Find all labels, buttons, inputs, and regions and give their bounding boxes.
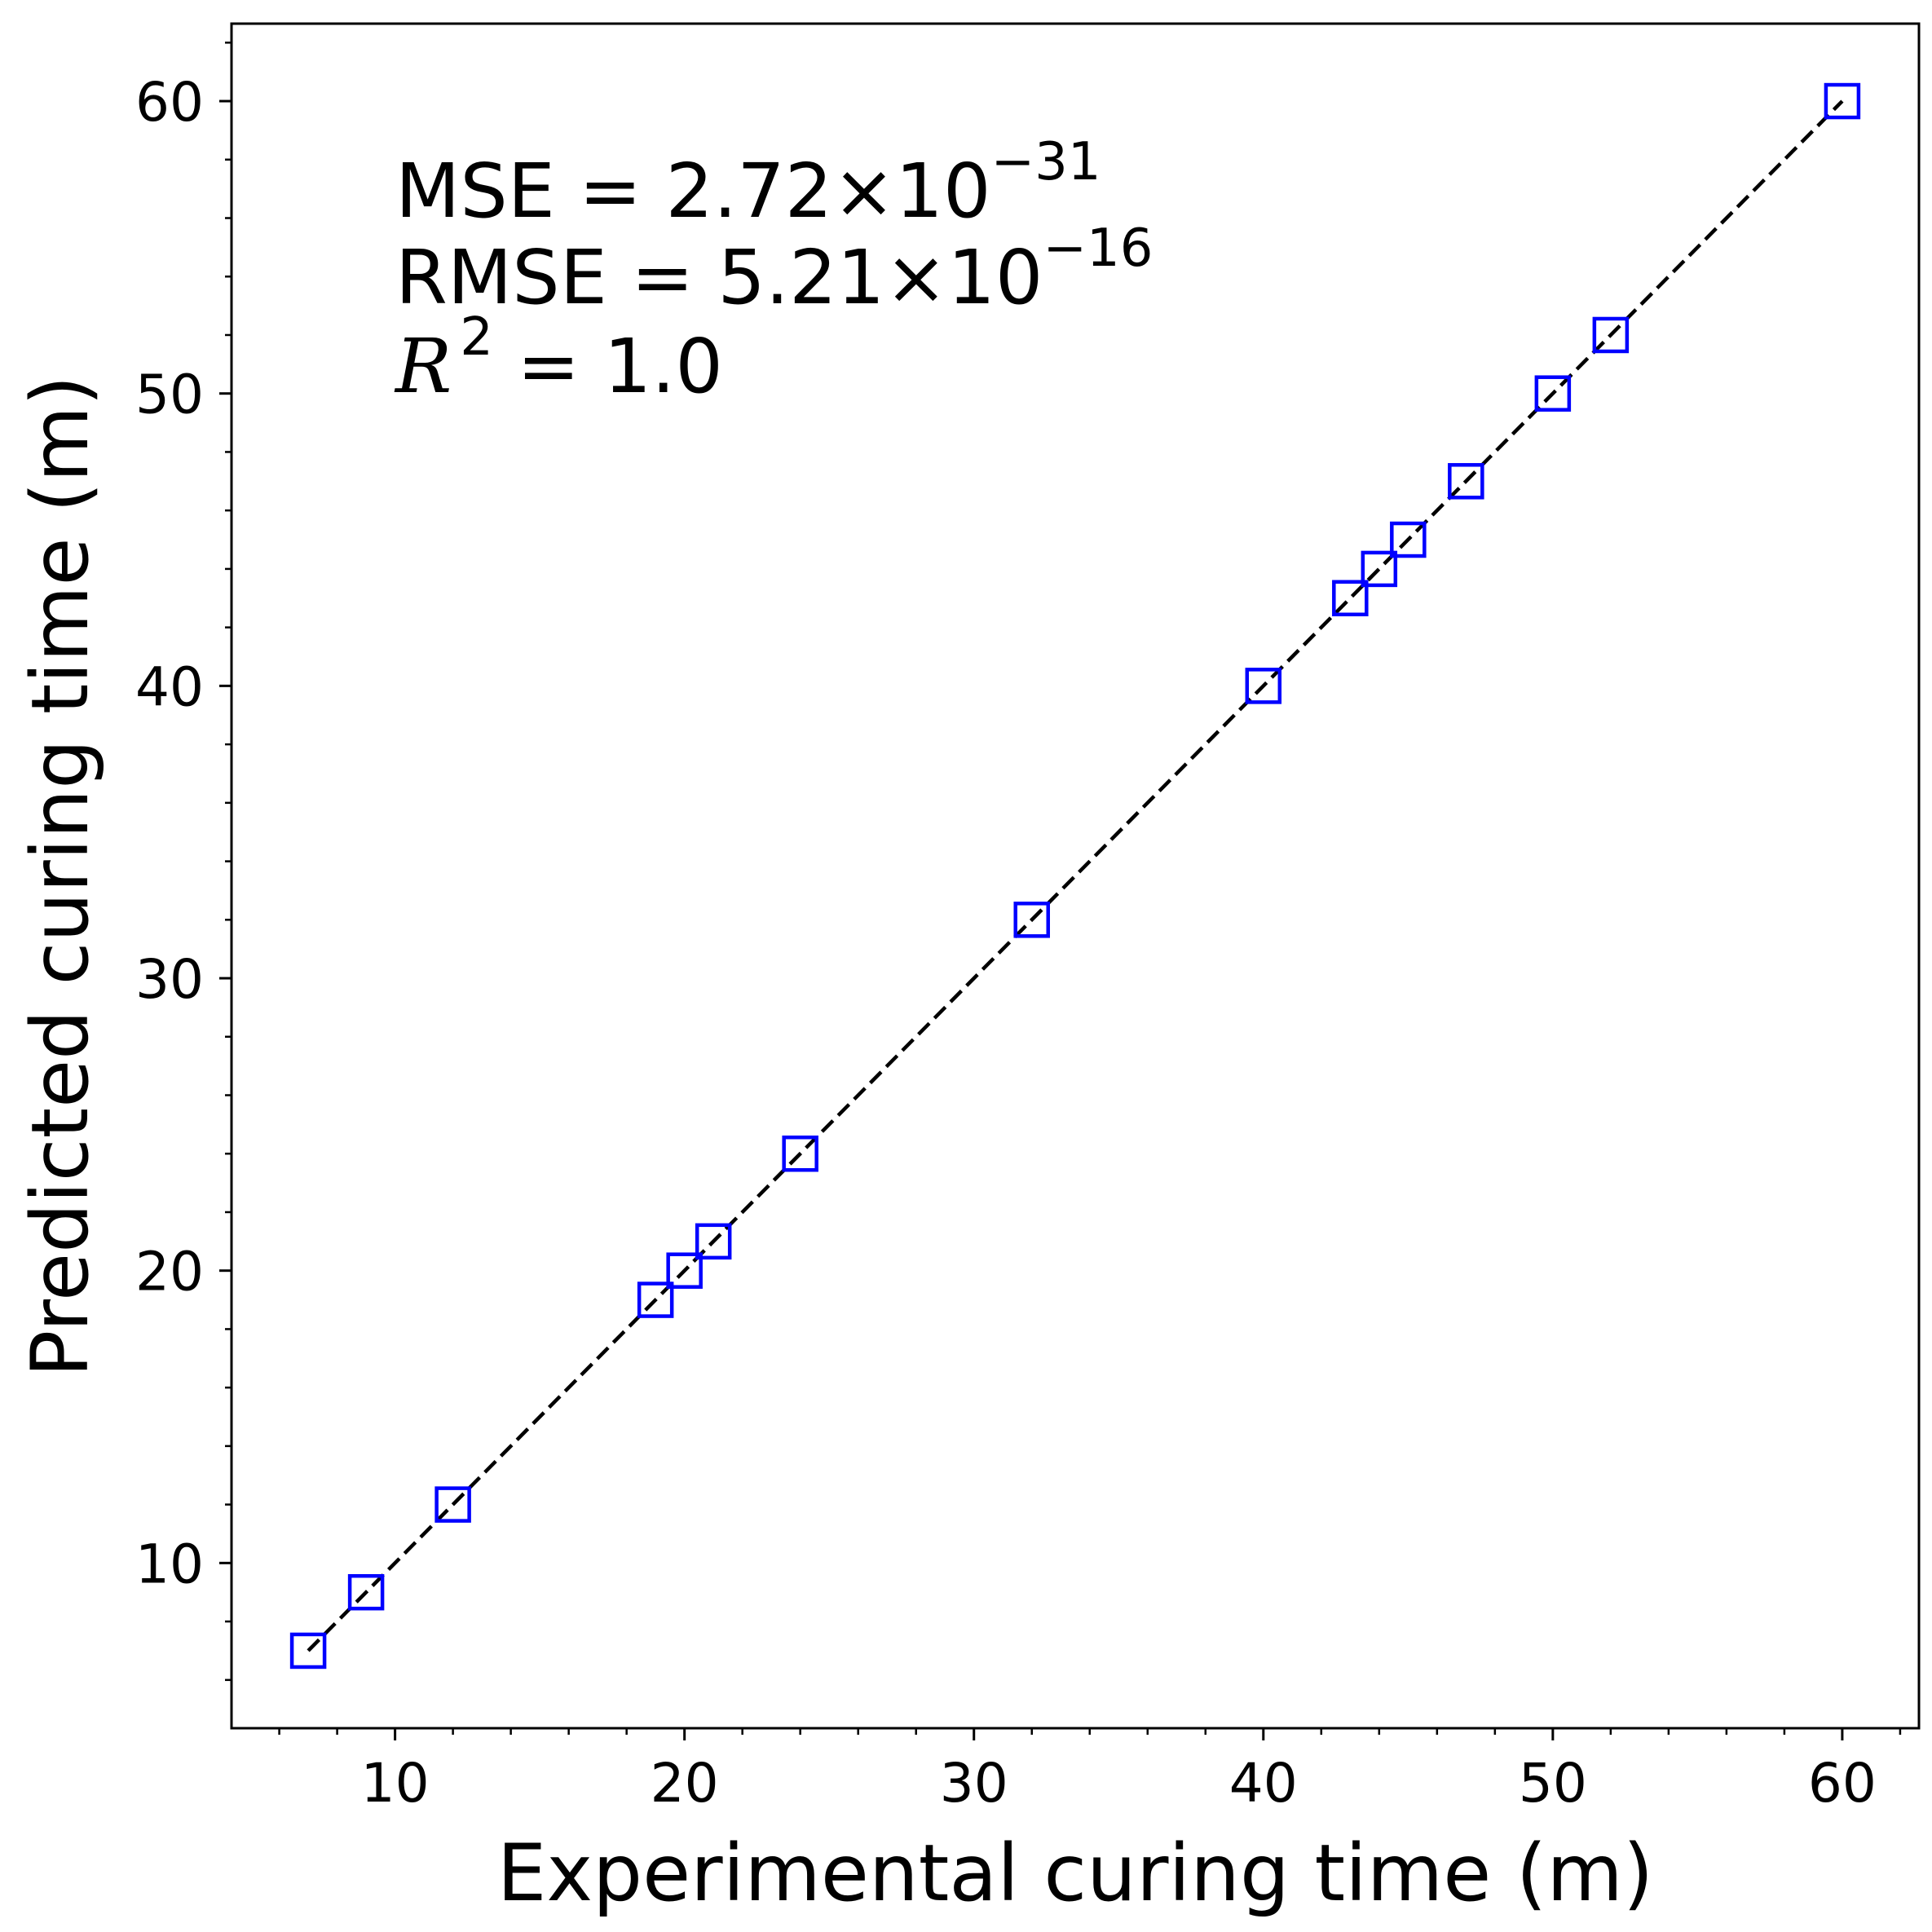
data-point — [289, 1632, 327, 1670]
data-point — [666, 1252, 703, 1289]
data-point — [695, 1223, 732, 1260]
y-axis-title: Predicted curing time (m) — [15, 375, 106, 1377]
data-point — [347, 1573, 385, 1611]
data-point — [434, 1486, 471, 1523]
x-tick-label: 30 — [940, 1752, 1008, 1815]
r2-symbol: R — [394, 323, 452, 410]
data-point — [782, 1135, 818, 1172]
y-tick-label: 10 — [135, 1533, 204, 1595]
data-point — [1390, 521, 1427, 558]
x-axis-title: Experimental curing time (m) — [497, 1828, 1654, 1919]
major-ticks — [219, 99, 1844, 1740]
minor-ticks — [225, 42, 1902, 1735]
rmse-prefix: RMSE = 5.21×10 — [395, 234, 1043, 321]
rmse-exponent: −16 — [1043, 218, 1153, 279]
r2-exponent: 2 — [460, 307, 493, 368]
x-tick-label: 20 — [651, 1752, 719, 1815]
plot-area — [230, 22, 1921, 1730]
data-point — [1534, 375, 1572, 412]
y-tick-labels: 10 20 30 40 50 60 — [135, 71, 204, 1595]
y-tick-label: 40 — [135, 655, 204, 718]
data-point — [1332, 580, 1369, 617]
data-point — [637, 1281, 674, 1318]
x-tick-labels: 10 20 30 40 50 60 — [361, 1752, 1877, 1815]
y-tick-label: 60 — [135, 71, 204, 134]
data-point — [1361, 550, 1398, 588]
mse-exponent: −31 — [990, 132, 1101, 192]
mse-prefix: MSE = 2.72×10 — [395, 148, 990, 235]
y-tick-label: 20 — [135, 1241, 204, 1303]
mse-annotation: MSE = 2.72×10−31 — [395, 132, 1101, 235]
data-point — [1013, 902, 1050, 938]
y-tick-label: 50 — [135, 364, 204, 426]
data-points — [289, 82, 1861, 1670]
data-point — [1592, 316, 1630, 354]
x-tick-label: 60 — [1808, 1752, 1877, 1815]
identity-reference-line — [307, 99, 1844, 1652]
data-point — [1245, 668, 1282, 704]
x-tick-label: 40 — [1229, 1752, 1298, 1815]
x-tick-label: 50 — [1519, 1752, 1587, 1815]
x-tick-label: 10 — [361, 1752, 430, 1815]
rmse-annotation: RMSE = 5.21×10−16 — [395, 218, 1153, 321]
data-point — [1448, 463, 1484, 500]
data-point — [1824, 82, 1861, 120]
r2-value: = 1.0 — [493, 323, 723, 410]
y-tick-label: 30 — [135, 948, 204, 1011]
